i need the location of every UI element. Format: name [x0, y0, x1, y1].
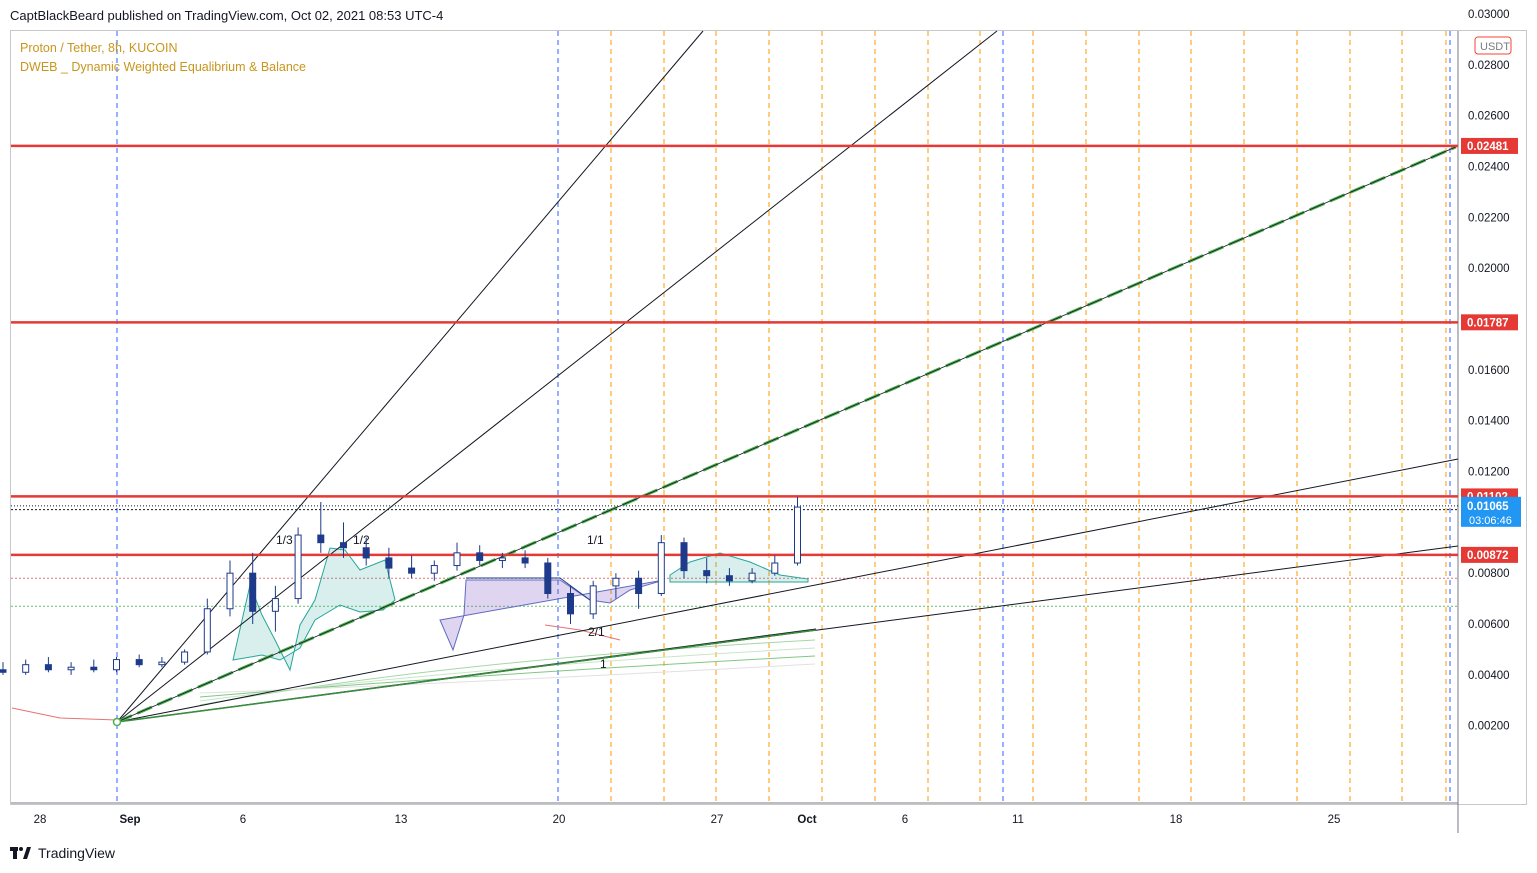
x-tick-label: 20: [553, 814, 566, 826]
fan-ratio-label: 1/2: [353, 533, 370, 547]
y-tick-label: 0.01400: [1468, 416, 1510, 428]
y-tick-label: 0.01200: [1468, 467, 1510, 479]
candle-body[interactable]: [294, 534, 302, 600]
x-tick-label: 13: [395, 814, 408, 826]
candle-body[interactable]: [544, 562, 552, 595]
tradingview-footer: TradingView: [10, 845, 115, 861]
indicator-band-teal: [669, 552, 809, 583]
candle-body[interactable]: [612, 577, 620, 587]
indicator-line: [11, 707, 118, 721]
fan-ratio-label: 1/3: [276, 533, 293, 547]
chart-frame: [10, 30, 1527, 805]
indicator-line: [544, 624, 621, 641]
gann-fan-line: [116, 146, 1457, 723]
candle-body[interactable]: [135, 659, 143, 666]
candle-body[interactable]: [340, 542, 347, 549]
candle-body[interactable]: [794, 506, 801, 564]
candle-body[interactable]: [725, 575, 733, 582]
y-tick-label: 0.00800: [1468, 568, 1510, 580]
fan-pivot-point[interactable]: [112, 717, 122, 727]
x-tick-label: Oct: [797, 814, 816, 826]
candle-body[interactable]: [181, 651, 189, 663]
candle-body[interactable]: [90, 666, 98, 671]
price-level-tag: [1461, 546, 1518, 563]
price-level-tag: [1461, 314, 1518, 331]
x-tick-label: 27: [711, 814, 724, 826]
price-level-tag-text: 0.00872: [1467, 550, 1509, 562]
current-price-value: 0.01065: [1467, 501, 1509, 513]
y-tick-label: 0.00400: [1468, 670, 1510, 682]
currency-unit-badge[interactable]: [1474, 36, 1512, 55]
candle-body[interactable]: [521, 557, 529, 564]
x-tick-label: 6: [240, 814, 246, 826]
candle-body[interactable]: [22, 664, 30, 673]
candle-body[interactable]: [476, 552, 484, 561]
publisher-line: CaptBlackBeard published on TradingView.…: [10, 8, 444, 23]
candle-body[interactable]: [453, 552, 461, 567]
price-level-tag-text: 0.02481: [1467, 141, 1509, 153]
candle-body[interactable]: [226, 572, 234, 610]
y-tick-label: 0.02000: [1468, 263, 1510, 275]
candle-body[interactable]: [567, 593, 574, 615]
candle-body[interactable]: [589, 585, 597, 615]
candle-body[interactable]: [113, 659, 120, 671]
x-tick-label: 25: [1328, 814, 1341, 826]
x-tick-label: 18: [1170, 814, 1183, 826]
gann-fan-line: [116, 30, 998, 723]
trend-line-green: [116, 629, 817, 723]
candle-body[interactable]: [680, 542, 688, 572]
fan-ratio-label: 1: [600, 657, 607, 671]
ma-curve: [199, 639, 816, 706]
candle-body[interactable]: [271, 598, 279, 612]
indicator-line: [466, 577, 591, 601]
chart-legend: Proton / Tether, 8h, KUCOIN DWEB _ Dynam…: [20, 39, 306, 77]
x-tick-label: 11: [1012, 814, 1024, 826]
current-price-tag: [1461, 496, 1521, 527]
candle-body[interactable]: [498, 557, 506, 561]
ma-curve: [199, 663, 816, 694]
candle-body[interactable]: [317, 534, 325, 544]
y-tick-label: 0.03000: [1468, 9, 1510, 21]
y-tick-label: 0.02200: [1468, 212, 1510, 224]
x-tick-label: Sep: [119, 814, 140, 826]
candle-body[interactable]: [0, 669, 7, 673]
candle-body[interactable]: [748, 572, 756, 582]
price-level-tag-text: 0.01787: [1467, 317, 1509, 329]
bar-countdown: 03:06:46: [1469, 515, 1512, 527]
y-tick-label: 0.02400: [1468, 162, 1510, 174]
price-level-tag: [1461, 137, 1518, 154]
candle-body[interactable]: [408, 567, 416, 574]
tradingview-logo-icon: [10, 847, 31, 859]
x-tick-label: 6: [902, 814, 908, 826]
x-tick-label: 28: [34, 814, 47, 826]
gann-fan-line: [116, 458, 1459, 723]
candle-body[interactable]: [385, 557, 393, 569]
y-tick-label: 0.02800: [1468, 60, 1510, 72]
fan-ratio-label: 2/1: [588, 625, 605, 639]
y-tick-label: 0.01600: [1468, 365, 1510, 377]
candle-body[interactable]: [249, 572, 257, 612]
indicator-line[interactable]: DWEB _ Dynamic Weighted Equalibrium & Ba…: [20, 60, 307, 74]
candle-body[interactable]: [44, 664, 52, 671]
candle-body[interactable]: [657, 542, 665, 595]
candle-body[interactable]: [703, 570, 711, 577]
candle-body[interactable]: [362, 547, 370, 559]
y-tick-label: 0.02600: [1468, 111, 1510, 123]
currency-unit-label: USDT: [1480, 41, 1510, 53]
indicator-band-purple: [439, 579, 665, 652]
footer-brand: TradingView: [38, 845, 116, 861]
fan-ratio-label: 1/1: [587, 533, 604, 547]
candle-body[interactable]: [771, 562, 779, 574]
candle-body[interactable]: [67, 666, 75, 671]
candle-body[interactable]: [430, 565, 438, 574]
y-tick-label: 0.00600: [1468, 619, 1510, 631]
candle-body[interactable]: [635, 577, 643, 595]
candle-body[interactable]: [203, 608, 211, 653]
candle-body[interactable]: [158, 661, 166, 666]
symbol-line[interactable]: Proton / Tether, 8h, KUCOIN: [20, 41, 178, 55]
y-tick-label: 0.00200: [1468, 721, 1510, 733]
indicator-band-teal: [232, 547, 396, 672]
